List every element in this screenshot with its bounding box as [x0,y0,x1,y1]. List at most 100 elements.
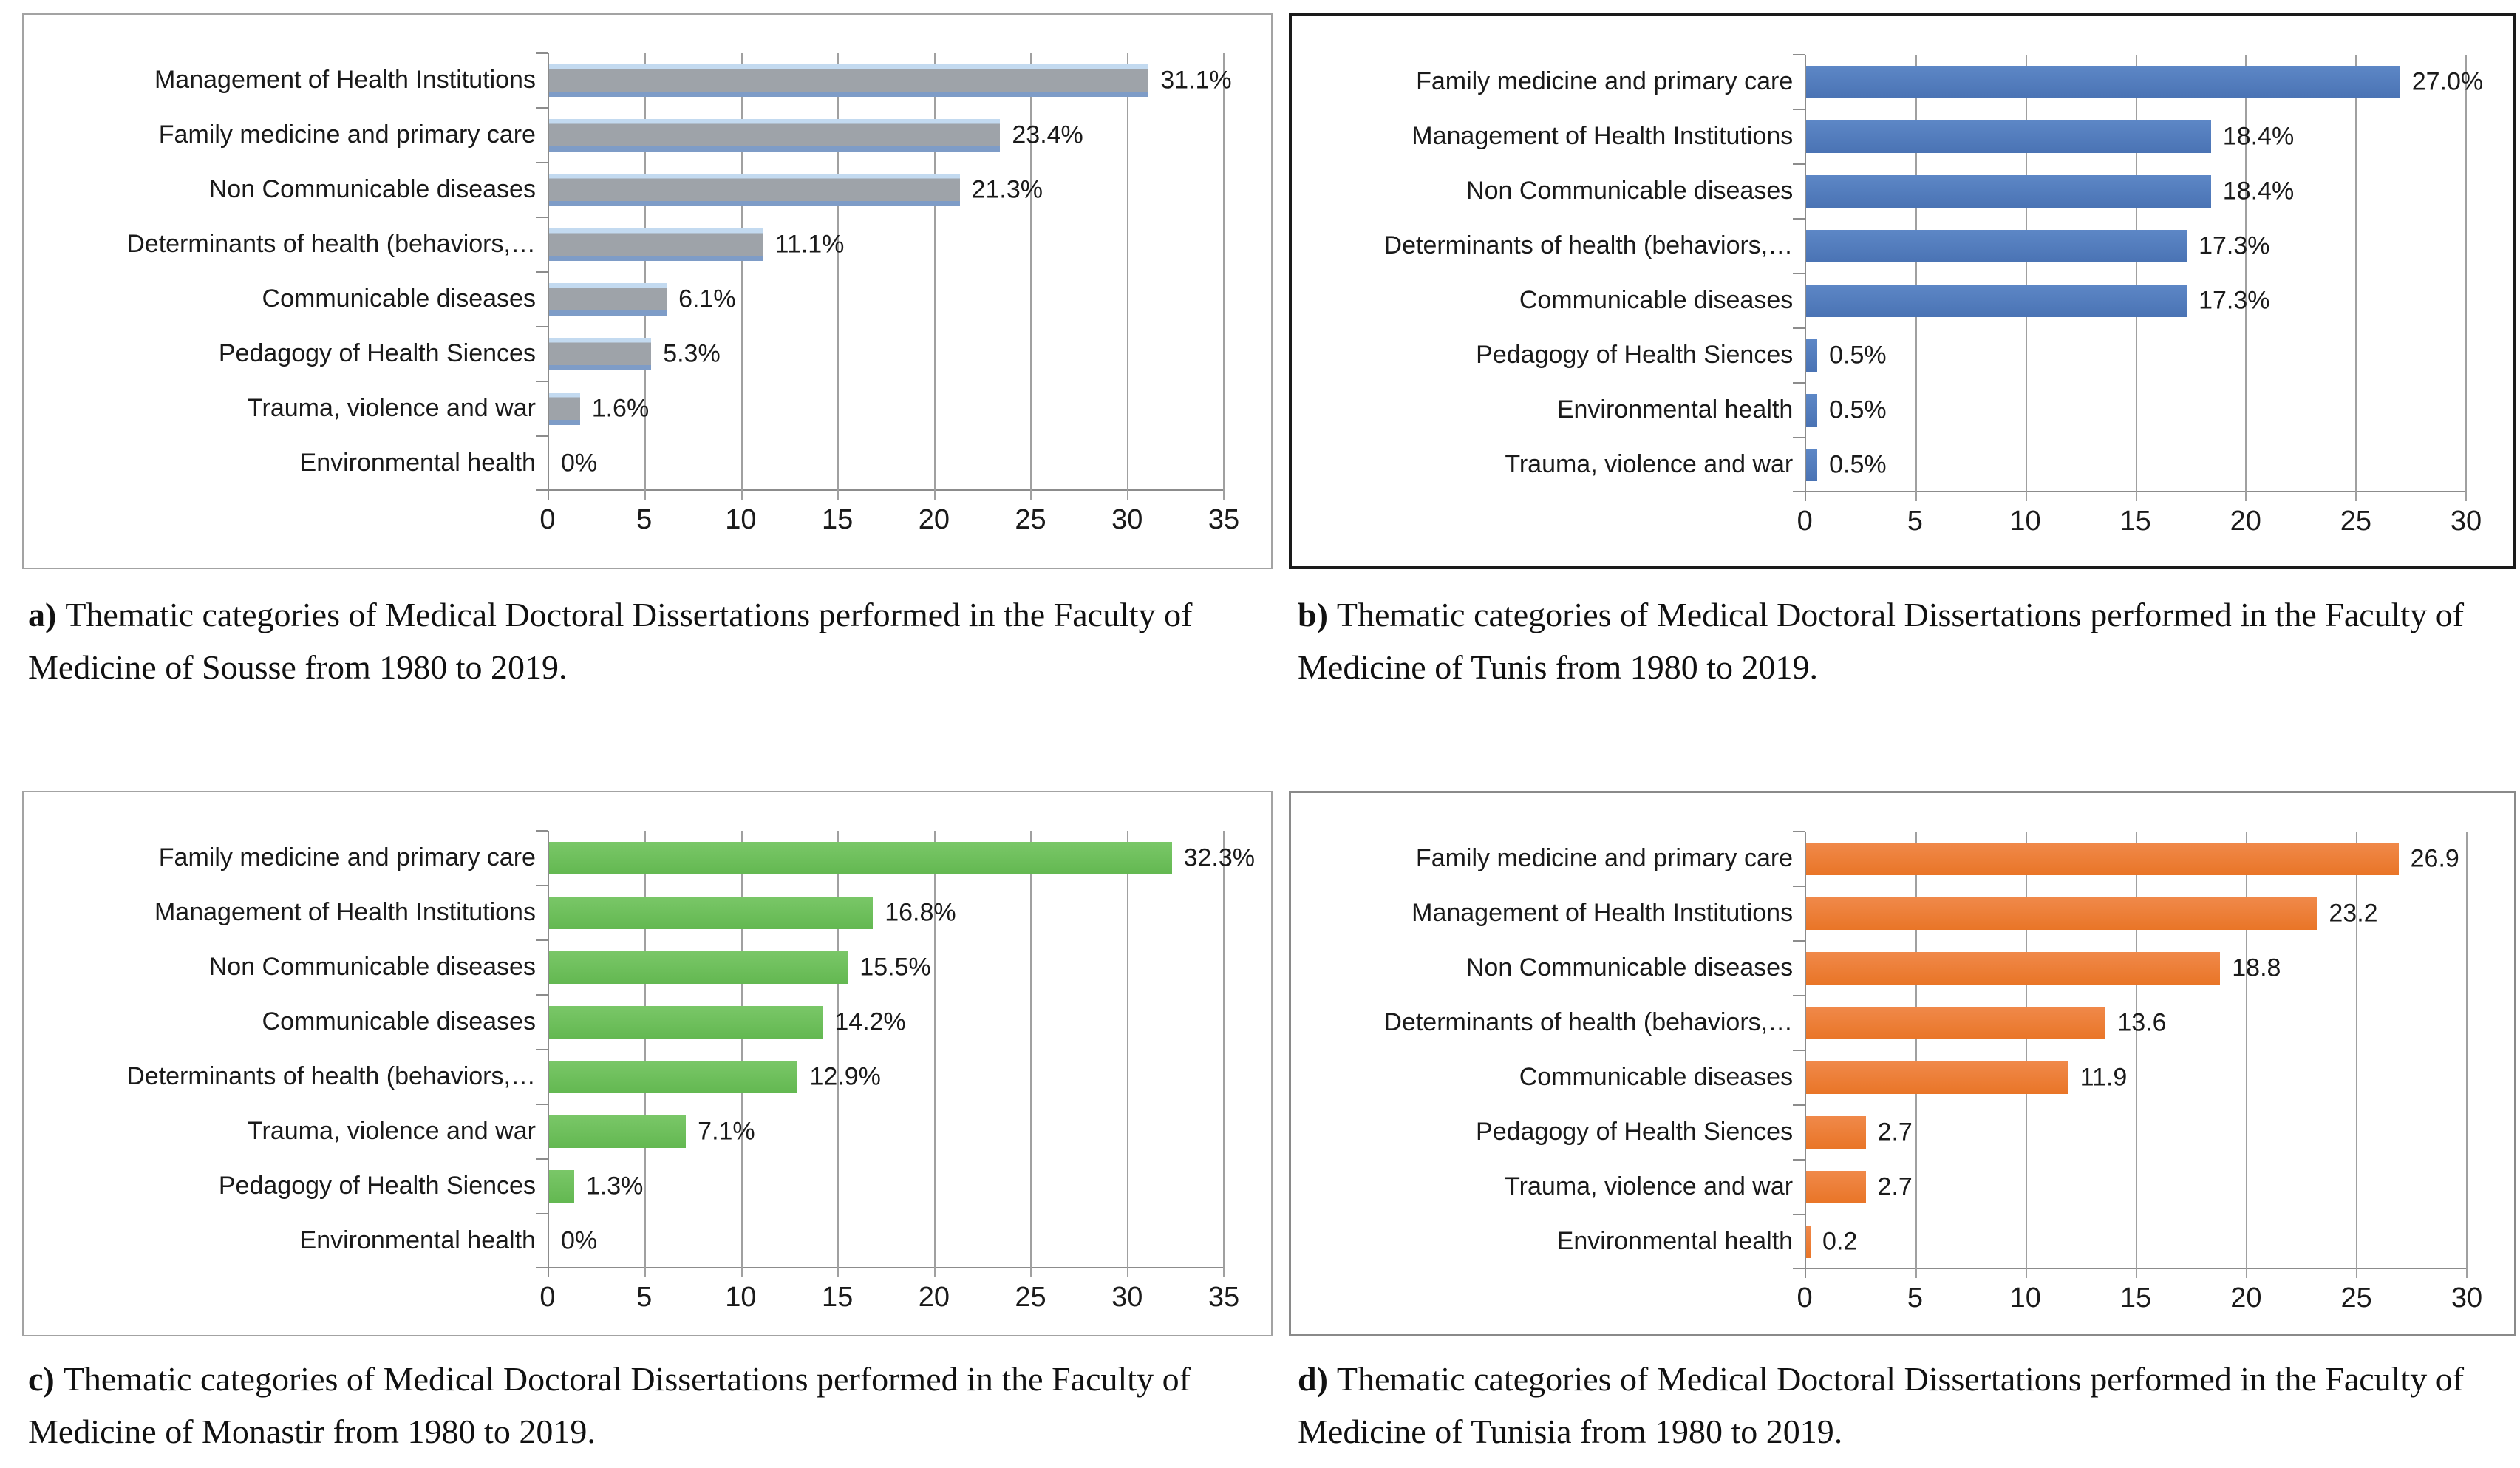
bar-value-label: 27.0% [2411,67,2484,96]
chart-panel-a: Management of Health Institutions Family … [22,13,1273,569]
bar-row: 6.1% [535,271,1224,327]
bar-value-label: 0.2 [1822,1227,1858,1256]
bar-row: 21.3% [535,162,1224,217]
bar-value-label: 1.6% [591,394,650,423]
gridline [2026,832,2028,1278]
category-label: Management of Health Institutions [154,66,536,95]
bar [548,1061,798,1093]
x-tick-label: 25 [1015,504,1046,535]
bar [548,64,1149,97]
category-label: Environmental health [299,1226,536,1255]
category-label: Family medicine and primary care [158,120,536,149]
gridline [2465,55,2467,501]
caption-b-text: Thematic categories of Medical Doctoral … [1298,596,2465,687]
x-tick-label: 10 [2009,1282,2041,1314]
category-label: Management of Health Institutions [154,898,536,927]
x-zero-tick [547,1267,549,1277]
chart-body: Family medicine and primary care Manageme… [1292,54,2513,501]
category-axis: Family medicine and primary care Manageme… [1292,55,1805,492]
bar [1806,843,2399,875]
gridline [1915,55,1918,501]
bar-row: 13.6 [1793,995,2467,1050]
x-axis: 0 5 10 15 20 25 30 [1797,500,2482,551]
bar-row: 26.9 [1793,831,2467,886]
bar-row: 7.1% [535,1104,1224,1159]
bar-value-label: 14.2% [834,1007,906,1036]
bar-value-label: 17.3% [2199,231,2270,260]
gridline [1030,831,1032,1277]
x-tick-label: 35 [1208,1282,1240,1313]
chart-panel-c: Family medicine and primary care Manageme… [22,791,1273,1336]
bar-value-label: 2.7 [1877,1118,1913,1146]
gridline [933,53,936,500]
bar [1806,1061,2068,1094]
x-tick-label: 25 [2340,506,2372,537]
bar-value-label: 17.3% [2199,286,2270,315]
gridline [2246,832,2248,1278]
bar-chart-tunisia: Family medicine and primary care Manageme… [1291,793,2514,1334]
x-tick-label: 0 [539,1282,556,1313]
x-tick-label: 25 [1015,1282,1046,1313]
bar-chart-tunis: Family medicine and primary care Manageme… [1292,16,2513,566]
caption-d-label: d) [1298,1360,1328,1398]
bar-value-label: 0.5% [1829,341,1887,370]
x-zero-tick [1805,1268,1807,1278]
bar-row: 0.5% [1793,382,2466,438]
x-axis: 0 5 10 15 20 25 30 [1797,1277,2483,1328]
category-label: Family medicine and primary care [1415,844,1794,873]
category-label: Trauma, violence and war [248,394,536,423]
bar-value-label: 21.3% [971,175,1043,204]
plot-area: 27.0% 18.4% 18.4% 17.3% 17.3% 0.5% 0.5% 0.5% [1793,54,2483,501]
bar [548,842,1172,874]
bar-row: 17.3% [1793,218,2466,273]
bar-value-label: 32.3% [1183,843,1255,872]
x-tick-label: 25 [2340,1282,2372,1314]
caption-c-text: Thematic categories of Medical Doctoral … [28,1360,1191,1451]
x-tick-label: 30 [1111,504,1143,535]
bar-row: 14.2% [535,994,1224,1050]
bar-row: 0% [535,435,1224,491]
bar-row: 32.3% [535,830,1255,886]
bar-row: 23.2 [1793,886,2467,941]
category-axis: Family medicine and primary care Manageme… [24,831,548,1268]
bar-row: 16.8% [535,885,1224,940]
plot-area: 32.3% 16.8% 15.5% 14.2% 12.9% 7.1% 1.3% 0% [535,830,1255,1277]
plot-area: 31.1% 23.4% 21.3% 11.1% 6.1% 5.3% 1.6% 0% [535,52,1232,500]
bar-value-label: 5.3% [663,339,721,368]
bar-value-label: 26.9 [2410,844,2459,873]
x-zero-tick [547,489,549,500]
gridline [1126,831,1128,1277]
category-label: Determinants of health (behaviors,… [1383,1008,1794,1037]
category-label: Environmental health [1556,1227,1794,1256]
category-label: Non Communicable diseases [208,953,536,982]
category-label: Determinants of health (behaviors,… [126,1062,536,1091]
x-axis: 0 5 10 15 20 25 30 35 [539,1276,1239,1328]
category-label: Communicable diseases [1519,1063,1794,1092]
category-label: Communicable diseases [1519,286,1794,315]
bar-value-label: 12.9% [809,1062,881,1091]
gridline [1223,53,1225,500]
caption-c-label: c) [28,1360,55,1398]
bar-row: 31.1% [535,52,1232,108]
category-label: Family medicine and primary care [1416,67,1794,96]
bar [548,393,580,425]
gridline [2356,832,2358,1278]
bar-value-label: 11.9 [2080,1063,2128,1092]
category-label: Non Communicable diseases [208,175,536,204]
gridline [2355,55,2357,501]
x-tick-label: 20 [918,1282,950,1313]
bar-row: 18.4% [1793,109,2466,164]
bar-chart-monastir: Family medicine and primary care Manageme… [24,792,1271,1335]
chart-panel-b: Family medicine and primary care Manageme… [1289,13,2516,569]
category-label: Determinants of health (behaviors,… [126,230,536,259]
x-zero-tick [1805,491,1807,501]
x-tick-label: 0 [1797,1282,1813,1314]
bar-row: 18.4% [1793,163,2466,219]
gridline [2466,832,2468,1278]
caption-c: c) Thematic categories of Medical Doctora… [28,1353,1270,1458]
bar-value-label: 23.4% [1012,120,1083,149]
category-label: Determinants of health (behaviors,… [1383,231,1794,260]
bar-value-label: 0% [560,1226,598,1255]
chart-panel-d: Family medicine and primary care Manageme… [1289,791,2516,1336]
